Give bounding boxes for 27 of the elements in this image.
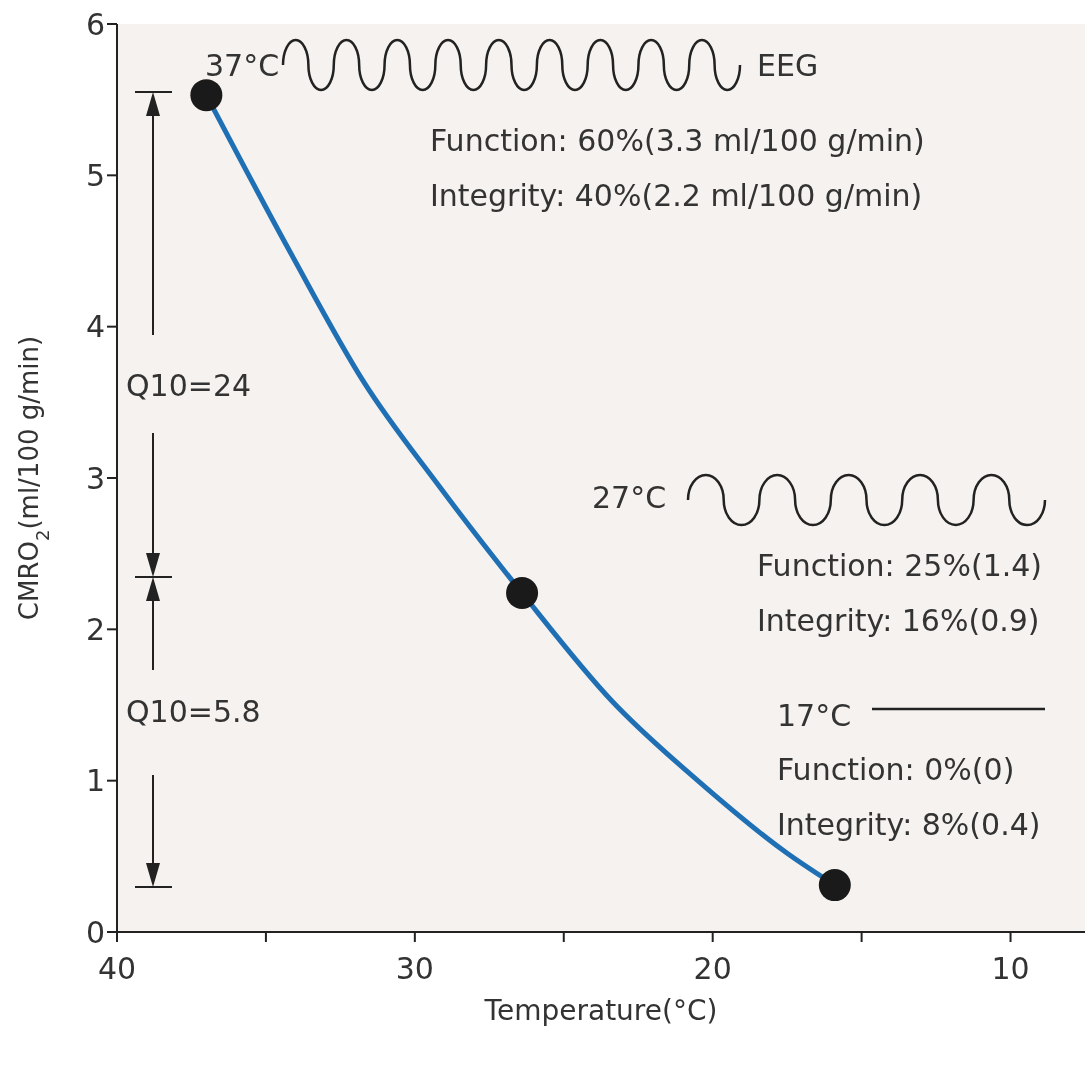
annotation: Function: 0%(0) <box>777 752 1015 788</box>
point <box>506 577 539 610</box>
x-tick-label: 20 <box>693 951 732 987</box>
y-tick-label: 3 <box>85 460 105 496</box>
y-tick-label: 5 <box>85 157 105 193</box>
x-tick-label: 30 <box>395 951 434 987</box>
y-tick-label: 1 <box>85 763 105 799</box>
annotation: 27°C <box>592 480 667 516</box>
annotation: Function: 60%(3.3 ml/100 g/min) <box>430 123 925 159</box>
x-tick-label: 40 <box>97 951 137 987</box>
x-tick-label: 10 <box>991 951 1030 987</box>
y-tick-label: 0 <box>85 914 105 950</box>
annotation: Integrity: 8%(0.4) <box>777 807 1041 843</box>
y-tick-label: 6 <box>85 6 105 42</box>
annotation: 37°C <box>205 48 280 84</box>
y-tick-label: 4 <box>85 309 105 345</box>
x-axis-title: Temperature(°C) <box>483 994 718 1027</box>
point <box>818 869 851 902</box>
annotation: EEG <box>757 48 819 84</box>
annotation: 17°C <box>777 698 852 734</box>
point <box>190 79 223 112</box>
annotation: Function: 25%(1.4) <box>757 548 1043 584</box>
annotation: Integrity: 40%(2.2 ml/100 g/min) <box>430 178 923 214</box>
annotation: Q10=5.8 <box>126 694 261 730</box>
y-tick-label: 2 <box>85 611 105 647</box>
annotation: Integrity: 16%(0.9) <box>757 603 1040 639</box>
annotation: Q10=24 <box>126 368 252 404</box>
